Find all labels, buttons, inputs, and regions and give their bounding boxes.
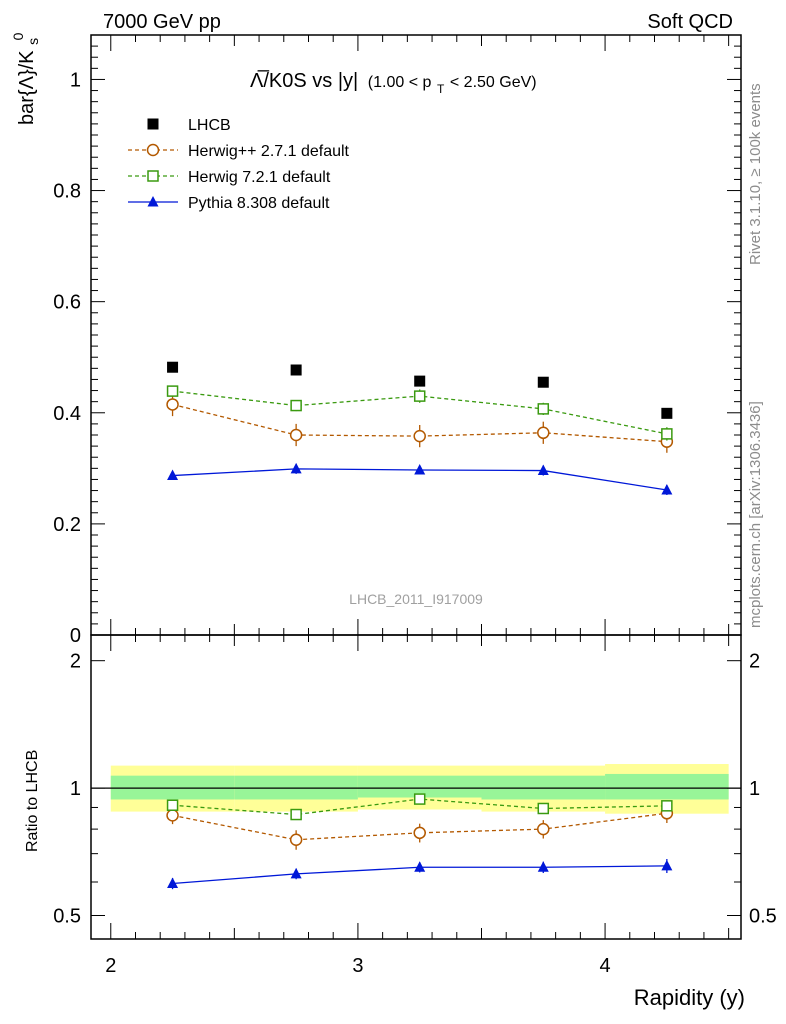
main-point-pythia: [167, 469, 179, 481]
legend-marker-herwig7: [147, 170, 159, 182]
ratio-point-herwigpp: [537, 822, 550, 836]
main-point-lhcb: [414, 375, 426, 387]
ratio-band-inner-5: [605, 773, 729, 800]
ratio-panel-frame: [90, 634, 742, 940]
ratio-y-tick-label-right: 1: [749, 778, 760, 800]
title-main: Λ̅/K0S vs |y|: [250, 69, 358, 92]
main-y-tick-label: 0.6: [53, 292, 81, 314]
main-point-lhcb: [290, 364, 302, 376]
ratio-y-tick-label: 1: [70, 778, 81, 800]
y-axis-label: bar{Λ}/K s 0: [10, 32, 43, 125]
ratio-x-tick-label: 4: [600, 955, 611, 977]
main-point-pythia: [290, 462, 302, 474]
main-series-pythia: [167, 462, 673, 495]
header-right: Soft QCD: [647, 11, 733, 33]
ratio-point-herwig7: [661, 800, 673, 812]
legend: LHCB Herwig++ 2.7.1 default Herwig 7.2.1 d…: [128, 117, 350, 212]
axis-ticks: [91, 34, 741, 939]
main-point-pythia: [661, 484, 673, 495]
tick-labels: 0 0.2 0.4 0.6 0.8 1 2 3 4 0.5 0.5 1 1 2 2: [53, 69, 777, 977]
main-point-lhcb: [537, 376, 549, 388]
main-series-herwig7: [166, 385, 673, 441]
legend-marker-herwigpp: [146, 143, 160, 157]
ratio-y-tick-label: 0.5: [53, 906, 81, 928]
ratio-point-pythia: [414, 861, 426, 872]
ratio-y-axis-label: Ratio to LHCB: [24, 750, 41, 852]
main-series-lhcb: [167, 361, 673, 419]
main-point-herwigpp: [166, 398, 179, 411]
y-label-main: bar{Λ}/K: [16, 50, 38, 125]
main-point-pythia: [414, 464, 426, 475]
y-label-sub: s: [25, 38, 41, 45]
main-point-herwigpp: [413, 429, 426, 443]
main-point-herwigpp: [537, 426, 550, 440]
main-y-tick-label: 0.4: [53, 403, 81, 425]
legend-label-lhcb: LHCB: [188, 117, 231, 134]
ratio-point-herwig7: [290, 808, 302, 821]
title-range-sub: T: [437, 82, 445, 96]
main-y-tick-label: 0.8: [53, 181, 81, 203]
main-series-herwigpp: [166, 392, 674, 453]
main-point-herwig7: [413, 390, 426, 402]
main-point-herwig7: [166, 385, 179, 397]
plot-title: Λ̅/K0S vs |y| (1.00 < p T < 2.50 GeV): [250, 69, 537, 98]
title-range: (1.00 < p: [368, 74, 432, 91]
legend-label-herwigpp: Herwig++ 2.7.1 default: [188, 143, 350, 160]
ratio-line-herwigpp: [172, 812, 667, 841]
ratio-series-herwig7: [166, 793, 673, 821]
ratio-point-herwig7: [413, 793, 426, 805]
ratio-point-pythia: [537, 861, 549, 872]
legend-marker-lhcb: [147, 118, 159, 130]
ratio-x-tick-label: 3: [352, 955, 363, 977]
rivet-label: Rivet 3.1.10, ≥ 100k events: [747, 83, 764, 265]
main-line-herwigpp: [172, 403, 667, 443]
ratio-point-pythia: [290, 867, 302, 879]
main-point-pythia: [537, 464, 549, 476]
main-point-lhcb: [661, 407, 673, 419]
y-label-sup: 0: [10, 32, 26, 40]
ratio-point-pythia: [167, 877, 179, 889]
ratio-y-tick-label: 2: [70, 651, 81, 673]
legend-label-herwig7: Herwig 7.2.1 default: [188, 169, 331, 186]
ratio-series-pythia: [167, 858, 673, 890]
ratio-series-herwigpp: [166, 804, 674, 850]
main-point-herwig7: [537, 403, 550, 415]
header-left: 7000 GeV pp: [103, 11, 221, 33]
main-point-herwig7: [290, 399, 302, 412]
ratio-point-herwigpp: [166, 809, 179, 822]
ratio-y-tick-label-right: 2: [749, 651, 760, 673]
ratio-point-herwig7: [166, 799, 179, 811]
mcplots-label: mcplots.cern.ch [arXiv:1306.3436]: [747, 401, 764, 628]
main-y-tick-label: 0: [70, 625, 81, 647]
ratio-band-inner-3: [357, 775, 482, 798]
x-axis-label: Rapidity (y): [634, 985, 745, 1010]
main-point-lhcb: [167, 361, 179, 373]
main-point-herwig7: [661, 428, 673, 440]
ratio-point-herwigpp: [413, 826, 426, 840]
ratio-point-pythia: [661, 859, 673, 871]
title-range-post: < 2.50 GeV): [450, 74, 537, 91]
analysis-watermark: LHCB_2011_I917009: [349, 591, 483, 607]
main-point-herwigpp: [289, 428, 303, 442]
main-y-tick-label: 1: [70, 69, 81, 91]
ratio-point-herwig7: [537, 802, 550, 815]
data-series: [166, 361, 674, 890]
ratio-y-tick-label-right: 0.5: [749, 906, 777, 928]
ratio-point-herwigpp: [289, 833, 303, 847]
main-y-tick-label: 0.2: [53, 514, 81, 536]
ratio-x-tick-label: 2: [105, 955, 116, 977]
legend-label-pythia: Pythia 8.308 default: [188, 195, 330, 212]
legend-marker-pythia: [147, 196, 159, 207]
